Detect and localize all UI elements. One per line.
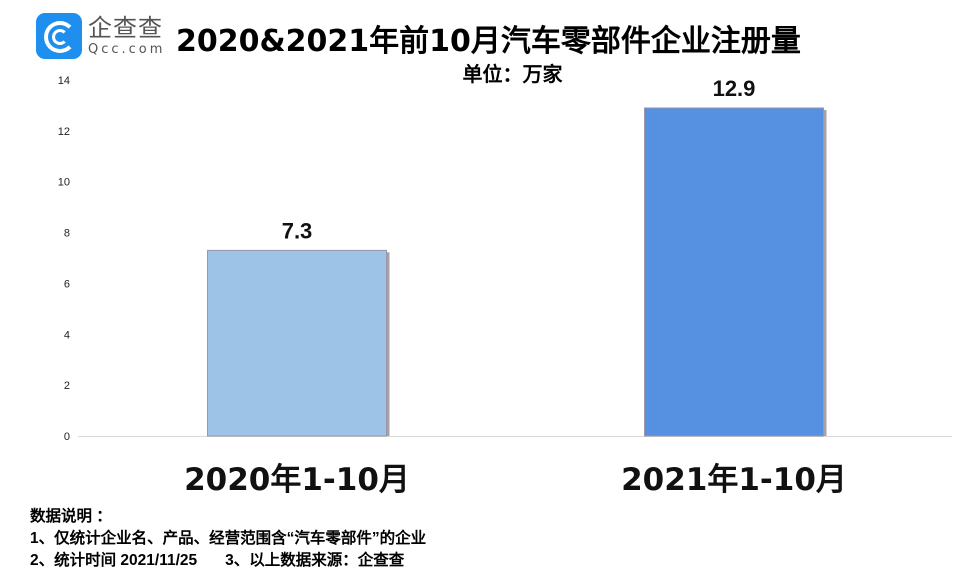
y-tick-label: 0 bbox=[64, 431, 70, 443]
notes-heading: 数据说明 ： bbox=[30, 508, 112, 525]
notes-line-2a: 2、统计时间 2021/11/25 bbox=[30, 552, 198, 569]
bar-0 bbox=[207, 249, 387, 437]
chart-title: 2020&2021年前10月汽车零部件企业注册量 bbox=[176, 24, 801, 59]
y-tick-label: 2 bbox=[64, 380, 70, 392]
qcc-logo-icon bbox=[36, 13, 82, 59]
logo-text-cn: 企查查 bbox=[88, 14, 163, 42]
y-tick-label: 10 bbox=[58, 177, 70, 189]
y-tick-label: 8 bbox=[64, 228, 70, 240]
y-tick-label: 14 bbox=[58, 75, 70, 87]
data-notes: 数据说明 ： 1、仅统计企业名、产品、经营范围含“汽车零部件”的企业 2、统计时… bbox=[30, 506, 426, 572]
y-tick-label: 12 bbox=[58, 126, 70, 138]
qcc-logo: 企查查 Qcc.com bbox=[36, 13, 165, 59]
x-category-label: 2021年1-10月 bbox=[621, 462, 847, 498]
x-category-label: 2020年1-10月 bbox=[184, 462, 410, 498]
chart-subtitle: 单位：万家 bbox=[462, 62, 563, 86]
data-label: 7.3 bbox=[282, 218, 313, 243]
y-tick-label: 6 bbox=[64, 278, 70, 290]
logo-text-en: Qcc.com bbox=[88, 42, 166, 57]
bar-1 bbox=[644, 107, 824, 437]
data-label: 12.9 bbox=[713, 76, 756, 101]
y-tick-label: 4 bbox=[64, 329, 70, 341]
notes-line-2b: 3、以上数据来源：企查查 bbox=[225, 552, 405, 569]
notes-line-1: 1、仅统计企业名、产品、经营范围含“汽车零部件”的企业 bbox=[30, 530, 427, 547]
